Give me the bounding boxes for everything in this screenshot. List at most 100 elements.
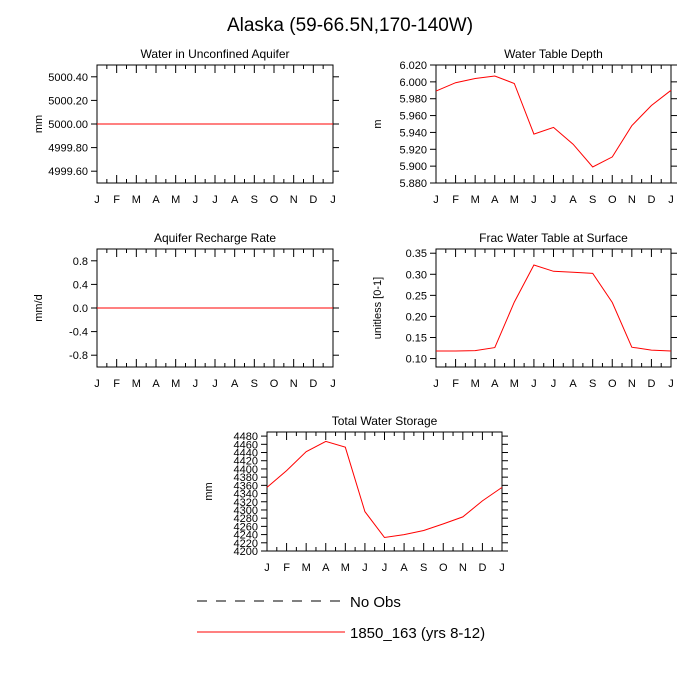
legend: No Obs 1850_163 (yrs 8-12)	[197, 594, 485, 642]
x-tick-label: A	[322, 562, 330, 574]
x-tick-label: A	[569, 378, 577, 390]
x-tick-label: J	[212, 194, 218, 206]
x-tick-label: O	[439, 562, 448, 574]
x-tick-label: J	[433, 194, 439, 206]
x-tick-label: F	[113, 378, 120, 390]
x-tick-label: M	[171, 378, 180, 390]
x-tick-label: F	[452, 194, 459, 206]
x-tick-label: N	[459, 562, 467, 574]
chart-title: Water Table Depth	[504, 47, 603, 61]
x-tick-label: N	[290, 378, 298, 390]
y-tick-label: 4999.80	[48, 143, 88, 155]
y-tick-label: 4260	[234, 521, 258, 533]
x-tick-label: D	[309, 194, 317, 206]
y-tick-label: 5.920	[399, 144, 427, 156]
y-tick-label: 4320	[234, 497, 258, 509]
x-tick-label: J	[193, 378, 199, 390]
plot-frame	[435, 64, 672, 184]
y-axis-label: m	[372, 119, 384, 128]
x-tick-label: J	[668, 194, 674, 206]
x-tick-label: S	[589, 378, 596, 390]
y-tick-label: 0.0	[73, 303, 88, 315]
x-tick-label: M	[471, 194, 480, 206]
y-tick-label: 4280	[234, 513, 258, 525]
y-tick-label: 0.10	[406, 354, 427, 366]
x-tick-label: M	[132, 378, 141, 390]
y-axis-label: mm	[33, 115, 45, 133]
x-tick-label: J	[94, 378, 100, 390]
y-tick-label: 5.900	[399, 161, 427, 173]
x-tick-label: A	[400, 562, 408, 574]
y-axis-label: mm	[203, 482, 215, 500]
x-tick-label: S	[251, 378, 258, 390]
x-tick-label: N	[628, 194, 636, 206]
y-tick-label: 4400	[234, 464, 258, 476]
y-tick-label: 0.4	[73, 279, 88, 291]
y-tick-label: 6.000	[399, 77, 427, 89]
x-tick-label: O	[270, 378, 279, 390]
y-tick-label: 4340	[234, 489, 258, 501]
x-tick-label: M	[341, 562, 350, 574]
x-tick-label: O	[270, 194, 279, 206]
x-tick-label: D	[647, 194, 655, 206]
plot-frame	[435, 248, 672, 368]
y-tick-label: 5.980	[399, 94, 427, 106]
plot-frame	[266, 431, 503, 552]
y-tick-label: 4460	[234, 439, 258, 451]
x-tick-label: J	[94, 194, 100, 206]
x-tick-label: D	[478, 562, 486, 574]
x-tick-label: J	[264, 562, 270, 574]
y-tick-label: 0.30	[406, 269, 427, 281]
x-tick-label: A	[491, 194, 499, 206]
y-tick-label: 0.15	[406, 333, 427, 345]
y-tick-label: 0.35	[406, 248, 427, 260]
x-tick-label: J	[499, 562, 505, 574]
x-tick-label: F	[283, 562, 290, 574]
x-tick-label: J	[212, 378, 218, 390]
x-tick-label: J	[193, 194, 199, 206]
series-line	[436, 264, 672, 352]
chart-title: Frac Water Table at Surface	[479, 231, 628, 245]
y-tick-label: 4200	[234, 546, 258, 558]
y-tick-label: 4360	[234, 480, 258, 492]
x-tick-label: J	[531, 378, 537, 390]
x-tick-label: A	[152, 194, 160, 206]
y-tick-label: 4220	[234, 538, 258, 550]
y-tick-label: -0.4	[69, 327, 88, 339]
y-tick-label: 4380	[234, 472, 258, 484]
y-tick-label: 5000.20	[48, 95, 88, 107]
y-tick-label: 4300	[234, 505, 258, 517]
y-tick-label: 5000.00	[48, 119, 88, 131]
y-tick-label: 5.880	[399, 178, 427, 190]
x-tick-label: S	[589, 194, 596, 206]
x-tick-label: F	[113, 194, 120, 206]
chart-title: Water in Unconfined Aquifer	[141, 47, 290, 61]
x-tick-label: J	[382, 562, 388, 574]
y-tick-label: 4240	[234, 530, 258, 542]
x-tick-label: J	[551, 378, 557, 390]
x-tick-label: J	[330, 378, 336, 390]
x-tick-label: M	[510, 194, 519, 206]
chart-title: Aquifer Recharge Rate	[154, 231, 276, 245]
y-tick-label: 4999.60	[48, 166, 88, 178]
x-tick-label: A	[152, 378, 160, 390]
x-tick-label: J	[433, 378, 439, 390]
x-tick-label: M	[132, 194, 141, 206]
y-tick-label: 4480	[234, 431, 258, 443]
x-tick-label: J	[551, 194, 557, 206]
chart-title: Total Water Storage	[332, 414, 438, 428]
series-line	[435, 75, 672, 168]
x-tick-label: M	[471, 378, 480, 390]
y-axis-label: unitless [0-1]	[372, 277, 384, 339]
x-tick-label: D	[309, 378, 317, 390]
x-tick-label: N	[628, 378, 636, 390]
x-tick-label: M	[510, 378, 519, 390]
y-tick-label: 5.940	[399, 127, 427, 139]
y-axis-label: mm/d	[33, 294, 45, 322]
